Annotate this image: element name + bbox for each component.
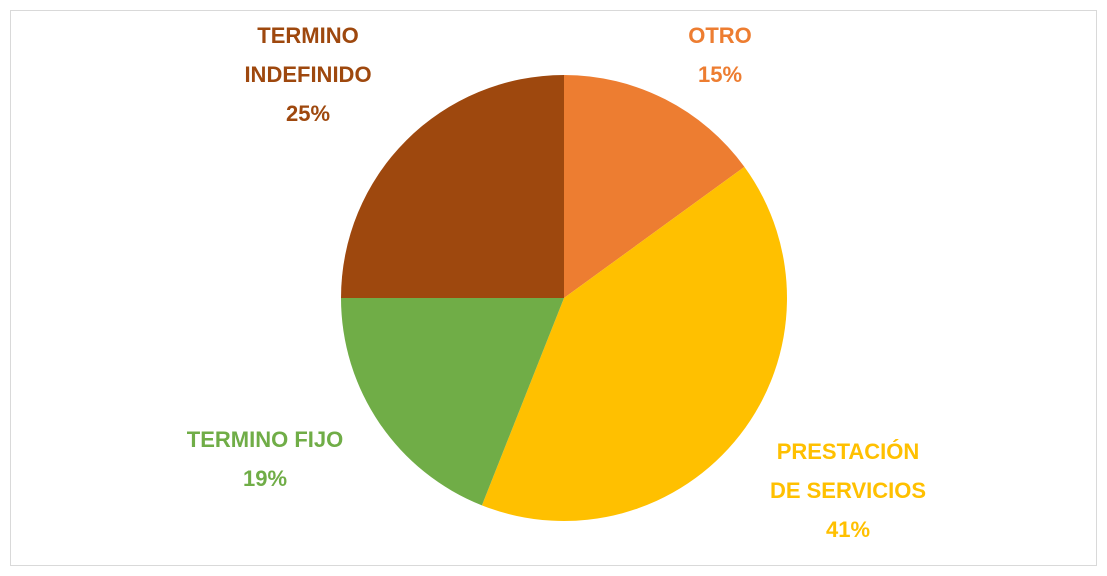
slice-label: OTRO <box>688 23 752 48</box>
slice-value-label: 19% <box>243 466 287 491</box>
slice-value-label: 15% <box>698 62 742 87</box>
pie-slice <box>564 75 745 298</box>
pie-slice <box>481 166 787 521</box>
slice-label: TERMINO FIJO <box>187 427 343 452</box>
slice-label: TERMINO INDEFINIDO <box>244 23 371 87</box>
slice-value-label: 41% <box>826 517 870 542</box>
slice-label: PRESTACIÓN DE SERVICIOS <box>770 439 926 503</box>
slice-value-label: 25% <box>286 101 330 126</box>
pie-slice <box>341 75 564 298</box>
pie-slice <box>341 298 564 506</box>
